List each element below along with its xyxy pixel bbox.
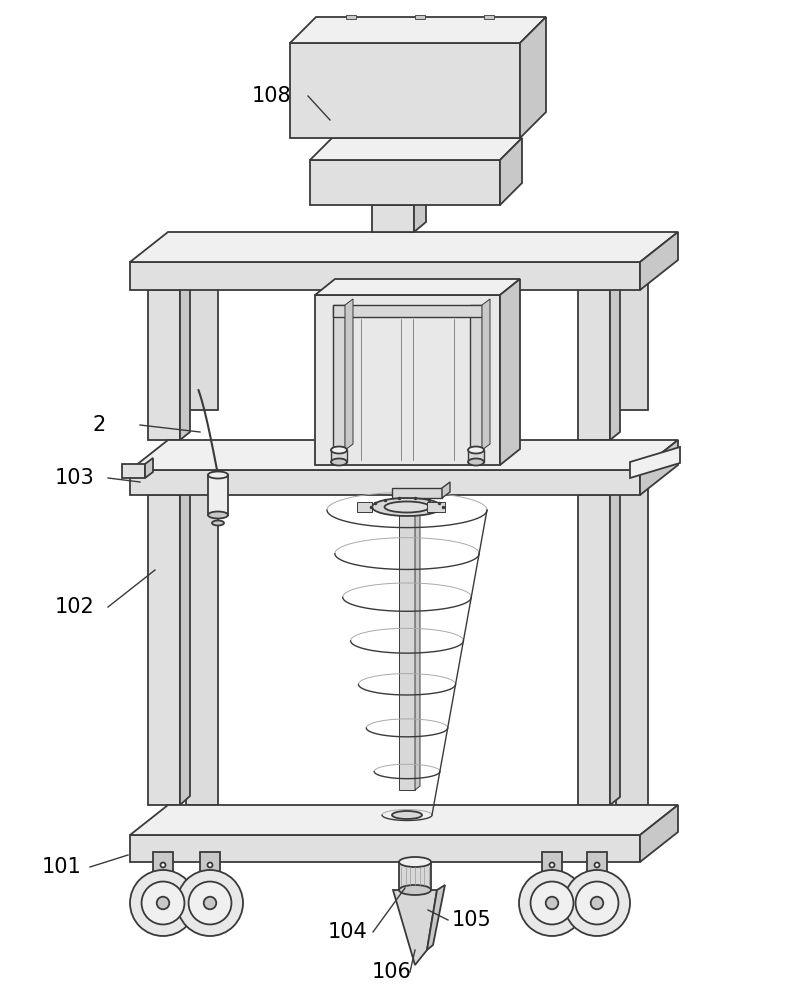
Text: 101: 101	[42, 857, 82, 877]
Text: 103: 103	[55, 468, 94, 488]
Text: 2: 2	[92, 415, 105, 435]
Polygon shape	[520, 17, 546, 138]
Ellipse shape	[372, 498, 442, 516]
Ellipse shape	[468, 458, 484, 466]
Polygon shape	[315, 279, 520, 295]
Polygon shape	[427, 885, 445, 950]
Ellipse shape	[392, 811, 422, 819]
Ellipse shape	[575, 882, 619, 924]
Ellipse shape	[208, 862, 212, 867]
Text: 106: 106	[372, 962, 412, 982]
Polygon shape	[153, 852, 173, 874]
Polygon shape	[130, 470, 640, 495]
Ellipse shape	[545, 897, 558, 909]
Polygon shape	[130, 835, 640, 862]
Text: 105: 105	[452, 910, 492, 930]
Ellipse shape	[519, 870, 585, 936]
Polygon shape	[616, 260, 648, 410]
Polygon shape	[145, 458, 153, 478]
Polygon shape	[415, 15, 424, 19]
Polygon shape	[482, 299, 490, 450]
Polygon shape	[290, 43, 520, 138]
Polygon shape	[130, 262, 640, 290]
Ellipse shape	[594, 862, 600, 867]
Polygon shape	[500, 279, 520, 465]
Ellipse shape	[161, 862, 165, 867]
Polygon shape	[333, 305, 482, 317]
Polygon shape	[130, 232, 678, 262]
Ellipse shape	[549, 862, 555, 867]
Polygon shape	[500, 138, 522, 205]
Ellipse shape	[142, 882, 184, 924]
Polygon shape	[427, 502, 445, 512]
Polygon shape	[130, 805, 678, 835]
Polygon shape	[640, 232, 678, 290]
Polygon shape	[186, 260, 218, 410]
Ellipse shape	[564, 870, 630, 936]
Polygon shape	[310, 138, 522, 160]
Polygon shape	[130, 440, 678, 470]
Polygon shape	[393, 890, 437, 965]
Polygon shape	[148, 495, 180, 805]
Polygon shape	[333, 305, 345, 450]
Polygon shape	[415, 503, 420, 790]
Polygon shape	[122, 464, 145, 478]
Polygon shape	[470, 305, 482, 450]
Polygon shape	[640, 805, 678, 862]
Ellipse shape	[130, 870, 196, 936]
Polygon shape	[345, 299, 353, 450]
Polygon shape	[399, 862, 431, 890]
Polygon shape	[578, 495, 610, 805]
Polygon shape	[186, 465, 218, 805]
Ellipse shape	[204, 897, 216, 909]
Polygon shape	[208, 475, 228, 515]
Polygon shape	[442, 482, 450, 498]
Ellipse shape	[208, 512, 228, 518]
Polygon shape	[399, 507, 415, 790]
Ellipse shape	[212, 520, 224, 526]
Polygon shape	[610, 487, 620, 805]
Polygon shape	[610, 282, 620, 440]
Polygon shape	[372, 205, 414, 232]
Ellipse shape	[331, 458, 347, 466]
Polygon shape	[200, 852, 220, 874]
Ellipse shape	[177, 870, 243, 936]
Polygon shape	[148, 290, 180, 440]
Ellipse shape	[399, 857, 431, 867]
Polygon shape	[414, 195, 426, 232]
Polygon shape	[468, 450, 484, 462]
Polygon shape	[630, 447, 680, 478]
Polygon shape	[392, 488, 442, 498]
Polygon shape	[345, 15, 356, 19]
Ellipse shape	[208, 472, 228, 479]
Polygon shape	[542, 852, 562, 874]
Polygon shape	[180, 282, 190, 440]
Text: 102: 102	[55, 597, 94, 617]
Text: 108: 108	[252, 86, 292, 106]
Ellipse shape	[530, 882, 574, 924]
Polygon shape	[587, 852, 607, 874]
Ellipse shape	[468, 446, 484, 454]
Polygon shape	[483, 15, 493, 19]
Ellipse shape	[157, 897, 169, 909]
Ellipse shape	[399, 885, 431, 895]
Ellipse shape	[385, 502, 430, 512]
Ellipse shape	[331, 446, 347, 454]
Polygon shape	[315, 295, 500, 465]
Ellipse shape	[189, 882, 231, 924]
Polygon shape	[331, 450, 347, 462]
Polygon shape	[357, 502, 372, 512]
Polygon shape	[578, 290, 610, 440]
Polygon shape	[290, 17, 546, 43]
Polygon shape	[616, 465, 648, 805]
Polygon shape	[310, 160, 500, 205]
Polygon shape	[180, 487, 190, 805]
Text: 104: 104	[328, 922, 368, 942]
Polygon shape	[640, 440, 678, 495]
Ellipse shape	[591, 897, 604, 909]
